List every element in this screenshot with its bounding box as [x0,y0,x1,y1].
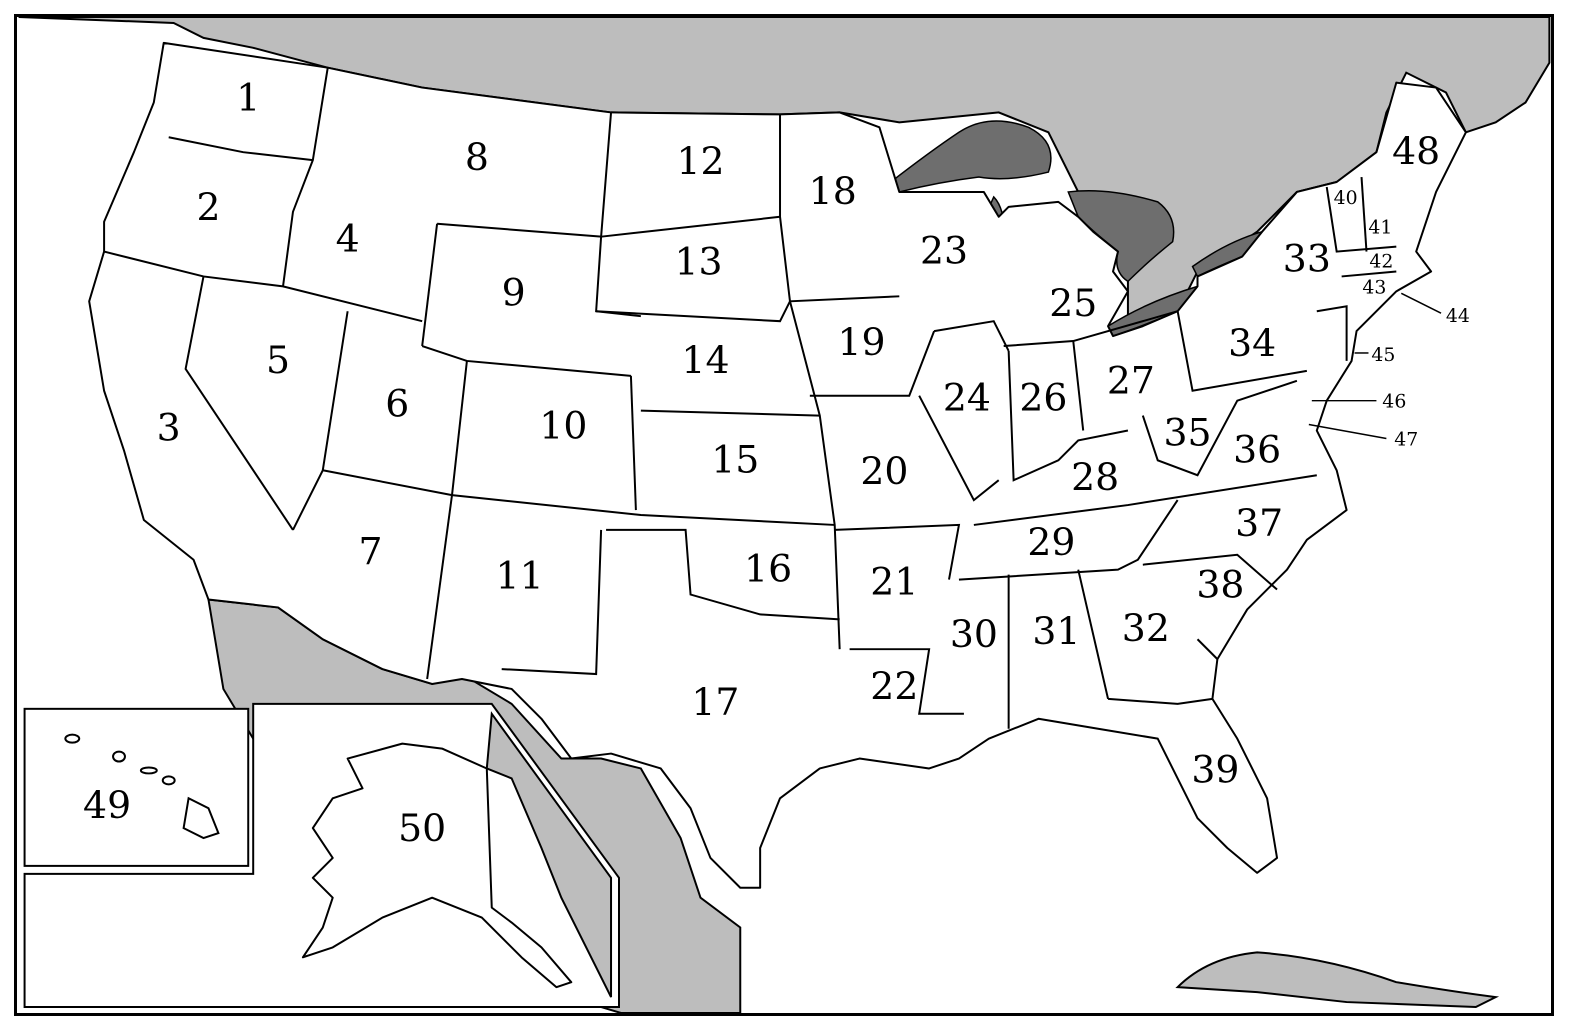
alaska-canada-region [485,711,613,998]
state-label-4: 4 [336,217,360,261]
state-label-1: 1 [236,75,260,119]
alaska-shape [301,742,573,989]
state-label-22: 22 [870,664,918,708]
state-label-21: 21 [870,560,918,604]
state-label-13: 13 [674,239,722,283]
state-label-40: 40 [1334,187,1358,209]
state-label-11: 11 [496,554,544,598]
callout-label-44: 44 [1446,305,1470,327]
state-label-35: 35 [1164,410,1212,454]
lake-superior [882,120,1052,193]
hawaii-inset-box [23,707,250,867]
state-label-49: 49 [83,783,131,827]
state-label-18: 18 [809,169,857,213]
state-label-39: 39 [1191,747,1239,791]
state-label-8: 8 [465,135,489,179]
state-label-17: 17 [691,680,739,724]
state-label-28: 28 [1071,455,1119,499]
state-label-9: 9 [502,270,526,314]
state-label-24: 24 [943,376,991,420]
state-label-2: 2 [196,185,220,229]
state-label-27: 27 [1107,359,1155,403]
state-label-32: 32 [1122,606,1170,650]
state-label-5: 5 [266,338,290,382]
state-label-29: 29 [1027,520,1075,564]
state-label-42: 42 [1369,250,1393,272]
map-svg: 1 2 3 4 5 6 7 8 9 10 11 12 13 14 15 16 1… [18,17,1551,1013]
state-label-19: 19 [838,320,886,364]
state-label-12: 12 [676,139,724,183]
cuba-region [1175,951,1500,1009]
hawaii-islands [64,733,220,840]
state-label-41: 41 [1368,217,1392,239]
state-label-30: 30 [950,612,998,656]
state-label-38: 38 [1196,563,1244,607]
state-label-20: 20 [860,449,908,493]
state-label-34: 34 [1228,321,1276,365]
state-borders [103,67,1397,729]
state-label-43: 43 [1362,276,1386,298]
callout-lines [1308,292,1442,440]
callout-label-46: 46 [1382,391,1406,413]
callout-label-45: 45 [1371,344,1395,366]
state-label-25: 25 [1049,281,1097,325]
state-label-15: 15 [711,437,759,481]
state-label-33: 33 [1283,236,1331,280]
us-states-map: 1 2 3 4 5 6 7 8 9 10 11 12 13 14 15 16 1… [14,14,1554,1016]
state-label-3: 3 [157,405,181,449]
state-label-36: 36 [1233,427,1281,471]
state-label-50: 50 [398,806,446,850]
state-label-37: 37 [1235,501,1283,545]
state-label-14: 14 [681,338,729,382]
state-label-7: 7 [358,530,382,574]
state-label-16: 16 [744,547,792,591]
state-label-31: 31 [1032,609,1080,653]
state-label-6: 6 [385,382,409,426]
state-label-48: 48 [1392,129,1440,173]
state-label-10: 10 [539,403,587,447]
state-label-23: 23 [920,229,968,273]
state-labels: 1 2 3 4 5 6 7 8 9 10 11 12 13 14 15 16 1… [83,75,1470,850]
state-label-26: 26 [1019,376,1067,420]
callout-label-47: 47 [1394,428,1418,450]
